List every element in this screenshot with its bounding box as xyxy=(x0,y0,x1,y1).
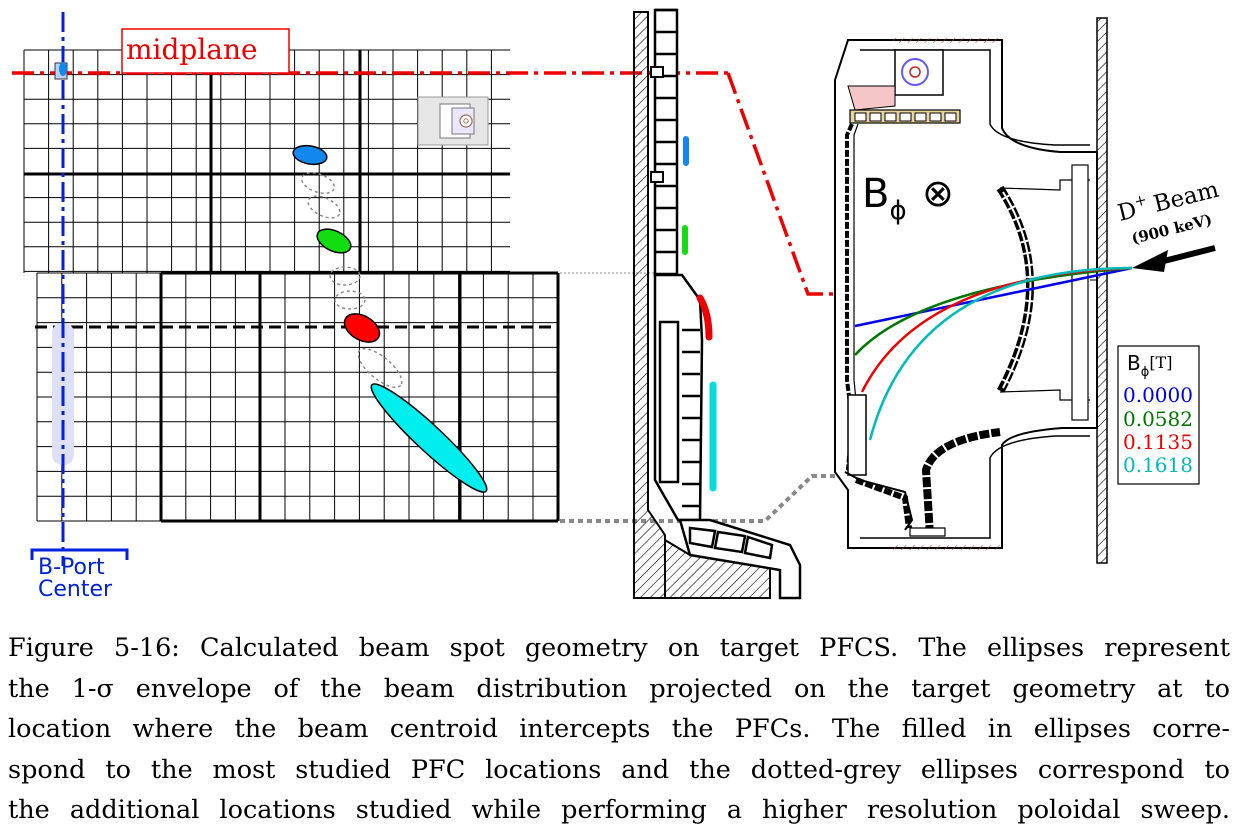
beam-label-charge: + xyxy=(1132,190,1149,211)
beam-spot-blue xyxy=(292,144,328,166)
upper-tile-grid xyxy=(23,49,510,273)
beam-arrow-icon xyxy=(1132,245,1216,272)
dotted-beam-spots xyxy=(301,172,403,388)
legend-entry-2: 0.1135 xyxy=(1123,430,1193,454)
beam-energy-label: (900 keV) xyxy=(1130,211,1214,248)
figure-panel: midplane B-Port Center xyxy=(12,8,1222,602)
caption-line: the 1-σ envelope of the beam distributio… xyxy=(8,673,1230,704)
midplane-label: midplane xyxy=(126,33,258,66)
guide-line-lower xyxy=(560,474,840,523)
dotted-spot xyxy=(307,195,341,219)
legend-entry-1: 0.0582 xyxy=(1123,407,1193,431)
beam-spot-cyan xyxy=(370,383,488,493)
wall-cross-section xyxy=(633,8,802,600)
port-component-icon xyxy=(417,96,489,146)
legend-entry-3: 0.1618 xyxy=(1123,453,1193,477)
trajectory-0.0582 xyxy=(854,266,1133,356)
legend-title: Bϕ[T] xyxy=(1127,351,1172,380)
dotted-spot xyxy=(329,266,361,286)
field-label-subscript: ϕ xyxy=(889,196,906,226)
midplane-label-box xyxy=(121,28,290,74)
beam-spot-red xyxy=(343,313,381,343)
dotted-spot xyxy=(334,290,366,310)
dotted-spot xyxy=(301,172,335,194)
dotted-spot xyxy=(357,348,403,388)
field-label: Bϕ xyxy=(862,171,907,226)
wall-spot-red xyxy=(696,294,713,341)
port-bracket xyxy=(30,548,129,560)
legend-box xyxy=(1117,345,1200,485)
caption-line: the additional locations studied while p… xyxy=(8,795,1230,825)
figure-caption: Figure 5-16: Calculated beam spot geomet… xyxy=(8,628,1230,831)
caption-line: location where the beam centroid interce… xyxy=(8,714,1230,744)
beam-spot-green xyxy=(316,228,352,254)
field-direction-icon: ⊗ xyxy=(922,171,954,215)
trajectory-0.0000 xyxy=(854,266,1133,328)
lower-tile-grid xyxy=(36,271,560,523)
port-label-line1: B-Port xyxy=(38,555,105,580)
caption-line: Figure 5-16: Calculated beam spot geomet… xyxy=(8,633,1230,663)
trajectory-0.1618 xyxy=(868,266,1133,441)
port-marker-dot xyxy=(59,62,67,76)
caption-line: spond to the most studied PFC locations … xyxy=(8,754,1230,785)
legend: Bϕ[T] 0.0000 0.0582 0.1135 0.1618 xyxy=(1117,345,1200,485)
legend-entry-0: 0.0000 xyxy=(1123,383,1193,407)
beam-trajectories xyxy=(854,266,1133,441)
port-label-line2: Center xyxy=(38,577,113,602)
machine-cross-section xyxy=(834,17,1108,564)
